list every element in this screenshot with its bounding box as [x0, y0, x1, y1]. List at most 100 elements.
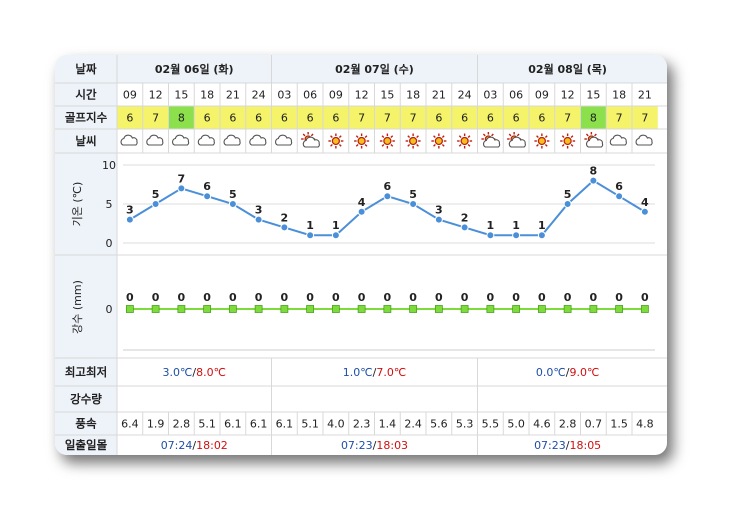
cloud-icon: [197, 134, 215, 146]
wind-speed-value: 4.6: [533, 418, 551, 431]
min-max-value: 0.0℃/9.0℃: [536, 366, 599, 379]
golf-index-value: 6: [281, 112, 288, 125]
precipitation-data-label: 0: [281, 291, 289, 304]
temperature-point: [254, 215, 263, 224]
temperature-point: [409, 200, 418, 208]
sun-icon: [354, 133, 370, 149]
min-max-value: 1.0℃/7.0℃: [343, 366, 406, 379]
time-cell: 12: [149, 89, 163, 102]
time-cell: 18: [612, 89, 626, 102]
separator: /: [373, 366, 377, 379]
wind-speed-value: 5.3: [456, 418, 474, 431]
golf-index-value: 8: [590, 112, 597, 125]
time-cell: 09: [329, 89, 343, 102]
temperature-point: [460, 223, 469, 232]
sunrise-time: 07:23: [534, 439, 566, 452]
day-label: 02월 07일 (수): [335, 62, 414, 76]
sun-icon: [457, 133, 473, 149]
wind-speed-value: 6.1: [250, 418, 268, 431]
time-cell: 18: [406, 89, 420, 102]
day-label: 02월 06일 (화): [155, 62, 234, 76]
golf-cell-bg: [580, 106, 607, 129]
wind-speed-value: 0.7: [585, 418, 603, 431]
precipitation-point: [434, 305, 443, 313]
time-cell: 21: [432, 89, 446, 102]
precipitation-data-label: 0: [538, 291, 546, 304]
precipitation-data-label: 0: [487, 291, 495, 304]
wind-speed-value: 5.5: [482, 418, 500, 431]
precipitation-data-label: 0: [229, 291, 237, 304]
golf-index-value: 6: [538, 112, 545, 125]
time-cell: 15: [380, 89, 394, 102]
wind-speed-value: 5.1: [198, 418, 216, 431]
sun-icon: [328, 133, 344, 149]
max-temp: 8.0℃: [196, 366, 226, 379]
golf-index-value: 6: [307, 112, 314, 125]
temperature-data-label: 1: [512, 219, 520, 232]
temp-tick-label: 10: [102, 159, 116, 172]
sunset-time: 18:05: [569, 439, 601, 452]
temperature-point: [537, 231, 546, 240]
golf-cell-bg: [529, 106, 555, 129]
cloud-icon: [172, 134, 190, 146]
temperature-data-label: 5: [409, 188, 417, 201]
wind-speed-value: 6.4: [121, 418, 139, 431]
precipitation-data-label: 0: [358, 291, 366, 304]
cloud-icon: [120, 134, 138, 146]
time-cell: 03: [483, 89, 497, 102]
precipitation-point: [357, 305, 366, 313]
golf-index-value: 7: [410, 112, 417, 125]
temperature-data-label: 4: [358, 196, 366, 209]
sunset-time: 18:02: [196, 439, 228, 452]
golf-cell-bg: [348, 106, 375, 129]
golf-index-value: 7: [384, 112, 391, 125]
temperature-data-label: 1: [487, 219, 495, 232]
golf-index-value: 8: [178, 112, 185, 125]
sun-icon: [379, 133, 395, 149]
time-cell: 06: [509, 89, 523, 102]
wind-row-label: 풍속: [75, 417, 97, 431]
sun-cloud-icon: [301, 132, 320, 148]
sun-times: 07:23/18:05: [534, 439, 601, 452]
precipitation-data-label: 0: [126, 291, 134, 304]
temperature-data-label: 1: [538, 219, 546, 232]
sun-icon: [534, 133, 550, 149]
precipitation-point: [615, 305, 624, 313]
sun-cloud-icon: [481, 132, 501, 148]
wind-speed-value: 1.5: [610, 418, 628, 431]
temperature-data-label: 2: [281, 211, 289, 224]
wind-speed-value: 2.8: [173, 418, 191, 431]
min-temp: 3.0℃: [163, 366, 193, 379]
golf-row-label: 골프지수: [65, 111, 108, 125]
temp-tick-label: 5: [106, 198, 113, 211]
wind-speed-value: 2.3: [353, 418, 371, 431]
time-cell: 12: [561, 89, 575, 102]
temperature-data-label: 6: [615, 180, 623, 193]
precipitation-point: [486, 305, 495, 313]
golf-cell-bg: [374, 106, 401, 129]
time-cell: 06: [303, 89, 317, 102]
sun-cloud-icon: [584, 132, 604, 148]
wind-speed-value: 2.4: [404, 418, 422, 431]
temperature-point: [177, 184, 186, 193]
max-temp: 9.0℃: [569, 366, 599, 379]
cloud-icon: [609, 134, 627, 146]
sunrise-time: 07:24: [161, 439, 193, 452]
temp-tick-label: 0: [106, 237, 113, 250]
precipitation-data-label: 0: [641, 291, 649, 304]
precipitation-data-label: 0: [332, 291, 340, 304]
sun-cloud-icon: [507, 132, 526, 148]
separator: /: [373, 439, 377, 452]
sun-icon: [560, 133, 576, 149]
precipitation-point: [280, 305, 289, 313]
temperature-point: [640, 207, 649, 216]
precipitation-point: [151, 305, 160, 313]
sun-icon: [405, 133, 421, 149]
temperature-point: [486, 231, 495, 240]
wind-speed-value: 2.8: [559, 418, 577, 431]
time-cell: 09: [535, 89, 549, 102]
golf-index-value: 6: [461, 112, 468, 125]
wind-speed-value: 6.1: [276, 418, 294, 431]
cloud-icon: [146, 134, 164, 146]
